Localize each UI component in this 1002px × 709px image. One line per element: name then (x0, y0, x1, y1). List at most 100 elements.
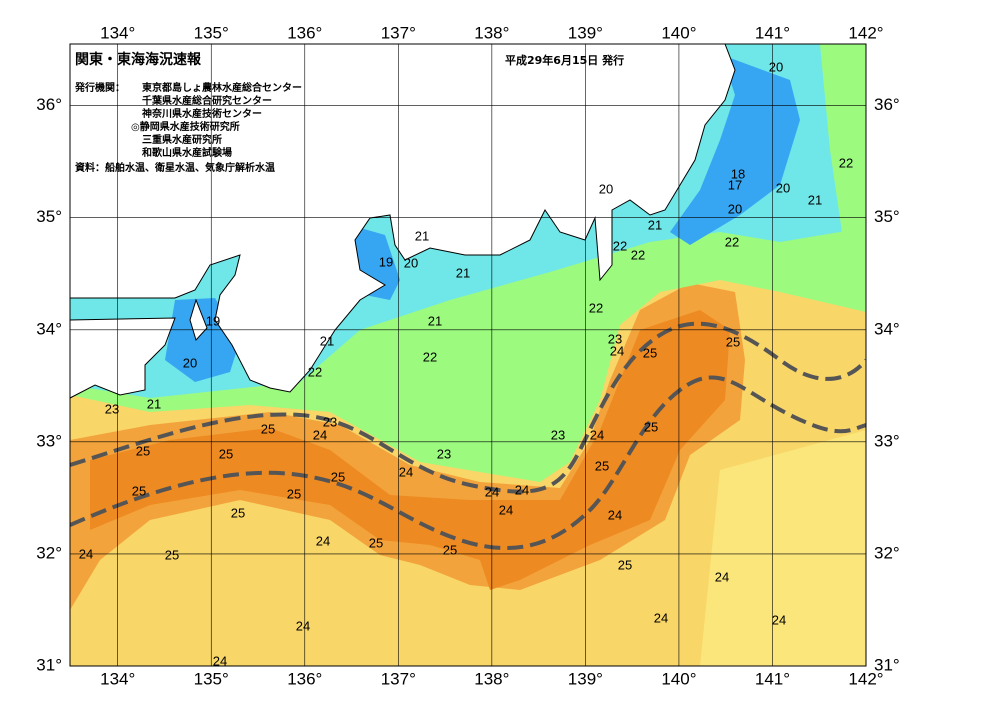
isotherm-label: 24 (499, 502, 513, 517)
isotherm-label: 24 (213, 653, 227, 668)
lon-tick-label: 135° (194, 23, 229, 42)
warm-core (90, 310, 730, 590)
sources: 資料：船舶水温、衛星水温、気象庁解析水温 (75, 161, 275, 174)
isotherm-label: 23 (105, 401, 119, 416)
isotherm-label: 24 (316, 533, 330, 548)
issuer-label: 発行機関： (74, 81, 125, 94)
isotherm-label: 24 (715, 569, 729, 584)
lon-tick-label: 137° (381, 669, 416, 688)
isotherm-label: 24 (654, 610, 668, 625)
isotherm-label: 22 (839, 155, 853, 170)
isotherm-label: 21 (320, 333, 334, 348)
lon-tick-label: 137° (381, 23, 416, 42)
lat-tick-label: 36° (874, 95, 900, 114)
isotherm-label: 20 (728, 201, 742, 216)
map-frame (69, 43, 867, 667)
isotherm-label: 24 (485, 484, 499, 499)
lon-tick-label: 136° (287, 669, 322, 688)
isotherm-label: 24 (772, 612, 786, 627)
lon-tick-label: 135° (194, 669, 229, 688)
isotherm-label: 19 (206, 313, 220, 328)
isotherm-label: 20 (776, 180, 790, 195)
lon-tick-label: 142° (848, 669, 883, 688)
isotherm-label: 24 (79, 546, 93, 561)
isotherm-label: 25 (132, 483, 146, 498)
isotherm-label: 25 (443, 542, 457, 557)
isotherm-label: 25 (219, 446, 233, 461)
lat-tick-label: 33° (36, 431, 62, 450)
kuroshio-axis (70, 321, 866, 494)
issuer: ◎静岡県水産技術研究所 (131, 120, 240, 133)
isotherm-label: 21 (147, 396, 161, 411)
isotherm-label: 24 (590, 427, 604, 442)
issuer: 神奈川県水産技術センター (142, 107, 262, 120)
temperate-water (820, 44, 866, 232)
isotherm-label: 24 (296, 618, 310, 633)
isotherm-label: 23 (551, 427, 565, 442)
issue-date: 平成29年6月15日 発行 (505, 53, 624, 67)
issuer: 東京都島しょ農林水産総合センター (142, 81, 302, 94)
lat-tick-label: 32° (874, 543, 900, 562)
isotherm-label: 22 (631, 247, 645, 262)
isotherm-label: 23 (437, 446, 451, 461)
lat-tick-label: 31° (36, 655, 62, 674)
lat-tick-label: 33° (874, 431, 900, 450)
lon-tick-label: 134° (100, 669, 135, 688)
isotherm-label: 20 (404, 255, 418, 270)
warm-water (700, 430, 866, 666)
issuer: 和歌山県水産試験場 (141, 146, 232, 159)
lon-tick-label: 139° (568, 669, 603, 688)
isotherm-label: 23 (608, 331, 622, 346)
lat-tick-label: 34° (36, 319, 62, 338)
isotherm-label: 25 (287, 486, 301, 501)
isotherm-label: 20 (769, 59, 783, 74)
isotherm-label: 25 (643, 345, 657, 360)
isotherm-label: 22 (613, 238, 627, 253)
isotherm-label: 18 (731, 166, 745, 181)
lat-tick-label: 35° (36, 207, 62, 226)
title: 関東・東海海況速報 (75, 51, 202, 68)
isotherm-label: 21 (648, 217, 662, 232)
isotherm-label: 24 (515, 482, 529, 497)
lat-tick-label: 36° (36, 95, 62, 114)
isotherm-label: 22 (589, 300, 603, 315)
isotherm-label: 25 (644, 419, 658, 434)
labels: 134° 134° 135° 135° 136° 136° 137° 137° 138° 138°… (36, 23, 899, 688)
isotherm-label: 21 (428, 313, 442, 328)
isotherm-label: 21 (415, 228, 429, 243)
isotherm-label: 23 (323, 414, 337, 429)
isotherm-label: 24 (399, 464, 413, 479)
isotherm-label: 25 (331, 469, 345, 484)
isotherm-label: 22 (423, 349, 437, 364)
isotherm-label: 19 (379, 254, 393, 269)
lon-tick-label: 136° (287, 23, 322, 42)
issuer: 千葉県水産総合研究センター (142, 94, 272, 107)
lon-tick-label: 138° (474, 669, 509, 688)
lon-tick-label: 140° (661, 23, 696, 42)
issuer: 三重県水産研究所 (142, 133, 222, 146)
lon-tick-label: 134° (100, 23, 135, 42)
isotherm-label: 21 (808, 192, 822, 207)
isotherm-label: 21 (456, 265, 470, 280)
lat-tick-label: 34° (874, 319, 900, 338)
isotherm-label: 25 (231, 505, 245, 520)
isotherm-label: 20 (599, 181, 613, 196)
lat-tick-label: 35° (874, 207, 900, 226)
isotherm-label: 25 (618, 557, 632, 572)
isotherm-label: 17 (728, 177, 742, 192)
lon-tick-label: 138° (474, 23, 509, 42)
land (70, 317, 176, 399)
lat-tick-label: 32° (36, 543, 62, 562)
isotherm-label: 25 (595, 458, 609, 473)
isotherm-label: 25 (369, 535, 383, 550)
lon-tick-label: 142° (848, 23, 883, 42)
lon-tick-label: 139° (568, 23, 603, 42)
isotherm-label: 24 (610, 343, 624, 358)
isotherm-label: 22 (725, 234, 739, 249)
kuroshio-axis (70, 375, 866, 550)
lon-tick-label: 140° (661, 669, 696, 688)
isotherm-label: 24 (608, 507, 622, 522)
isotherm-label: 25 (726, 334, 740, 349)
